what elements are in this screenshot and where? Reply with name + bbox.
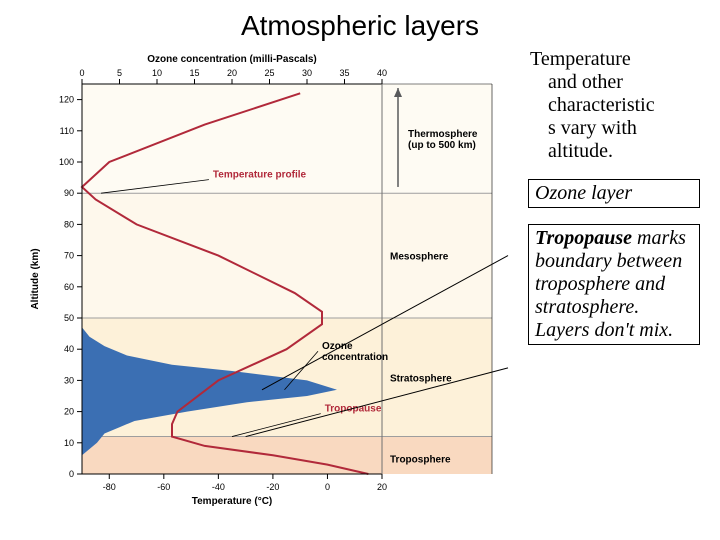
svg-text:100: 100	[59, 157, 74, 167]
svg-text:5: 5	[117, 68, 122, 78]
svg-text:0: 0	[69, 469, 74, 479]
svg-text:10: 10	[64, 438, 74, 448]
svg-text:Tropopause: Tropopause	[325, 404, 382, 415]
svg-text:30: 30	[302, 68, 312, 78]
svg-text:50: 50	[64, 313, 74, 323]
svg-text:90: 90	[64, 188, 74, 198]
svg-text:110: 110	[60, 126, 74, 136]
svg-text:0: 0	[79, 68, 84, 78]
svg-text:60: 60	[64, 282, 74, 292]
content-row: 0102030405060708090100110120Altitude (km…	[20, 48, 700, 508]
notes-column: Temperature and other characteristic s v…	[528, 48, 700, 508]
svg-text:15: 15	[189, 68, 199, 78]
chart-container: 0102030405060708090100110120Altitude (km…	[20, 48, 520, 508]
note-temperature: Temperature and other characteristic s v…	[528, 48, 700, 163]
svg-text:Thermosphere(up to 500 km): Thermosphere(up to 500 km)	[408, 129, 478, 151]
svg-text:Temperature profile: Temperature profile	[213, 170, 307, 181]
svg-text:-60: -60	[157, 482, 170, 492]
svg-text:35: 35	[339, 68, 349, 78]
svg-text:20: 20	[227, 68, 237, 78]
svg-text:25: 25	[264, 68, 274, 78]
svg-text:20: 20	[377, 482, 387, 492]
svg-text:70: 70	[64, 251, 74, 261]
svg-text:30: 30	[64, 375, 74, 385]
svg-text:Ozone concentration (milli-Pas: Ozone concentration (milli-Pascals)	[147, 54, 316, 65]
svg-text:120: 120	[59, 95, 74, 105]
svg-text:Mesosphere: Mesosphere	[390, 252, 449, 263]
note-tropopause: Tropopause marks boundary between tropos…	[528, 224, 700, 345]
svg-text:40: 40	[377, 68, 387, 78]
svg-text:10: 10	[152, 68, 162, 78]
svg-text:Temperature (°C): Temperature (°C)	[192, 496, 273, 507]
svg-text:Altitude (km): Altitude (km)	[30, 248, 41, 309]
svg-text:-80: -80	[103, 482, 116, 492]
svg-text:80: 80	[64, 219, 74, 229]
svg-text:20: 20	[64, 407, 74, 417]
svg-text:0: 0	[325, 482, 330, 492]
svg-text:40: 40	[64, 344, 74, 354]
page-title: Atmospheric layers	[20, 10, 700, 42]
svg-text:-20: -20	[266, 482, 279, 492]
note-ozone-layer: Ozone layer	[528, 179, 700, 208]
svg-text:Troposphere: Troposphere	[390, 454, 451, 465]
atmospheric-layers-chart: 0102030405060708090100110120Altitude (km…	[20, 48, 510, 508]
svg-text:-40: -40	[212, 482, 225, 492]
svg-text:Stratosphere: Stratosphere	[390, 373, 452, 384]
